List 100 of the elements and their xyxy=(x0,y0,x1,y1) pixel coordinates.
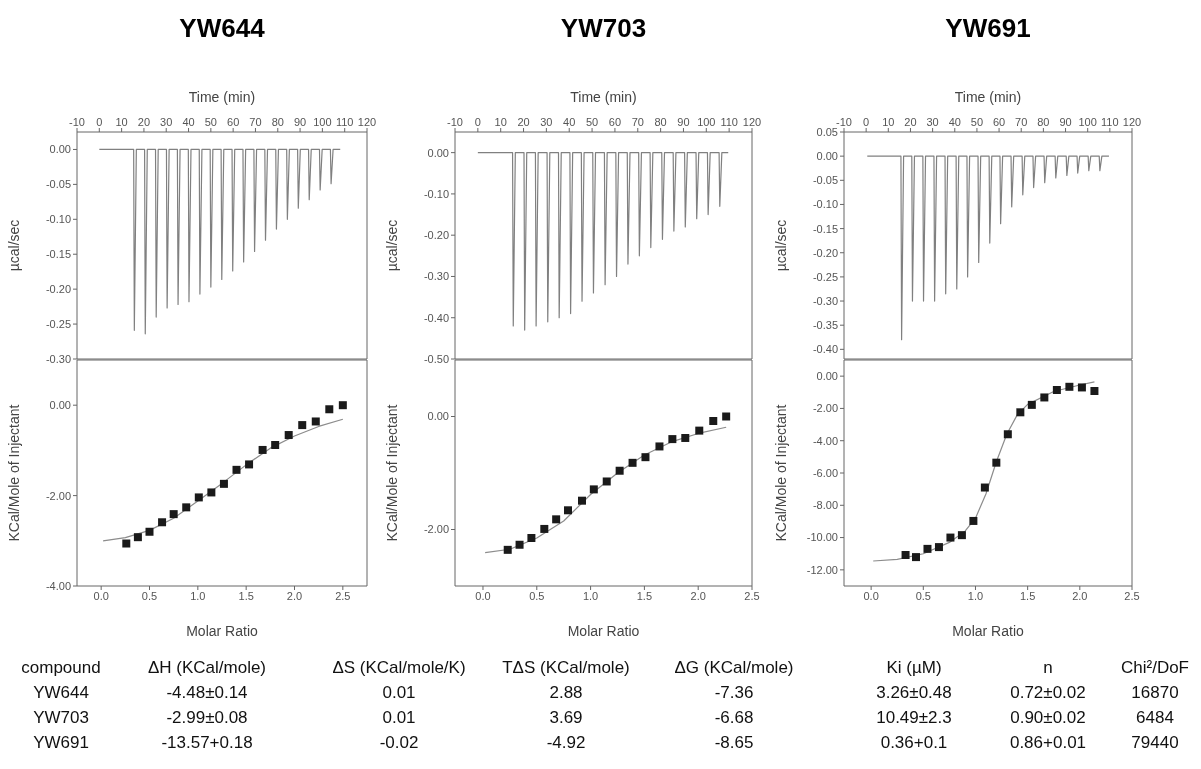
point xyxy=(722,412,731,421)
point xyxy=(615,466,624,475)
point xyxy=(1016,408,1025,417)
point xyxy=(207,488,216,497)
x-tick-label: 60 xyxy=(227,116,240,128)
text: YW703 xyxy=(32,708,90,728)
x-axis-title: Molar Ratio xyxy=(952,623,1024,639)
y-tick-label: 0.00 xyxy=(427,146,449,159)
text: YW644 xyxy=(32,683,90,703)
x-tick-label: 20 xyxy=(904,116,917,128)
x-tick-label: 1.5 xyxy=(238,589,254,602)
x-tick-label: 120 xyxy=(357,116,377,128)
point xyxy=(194,493,203,502)
y-tick-label: -2.00 xyxy=(45,489,71,502)
y-tick-label: -0.30 xyxy=(423,270,449,283)
x-tick-label: -10 xyxy=(447,116,463,128)
text: 0.72±0.02 xyxy=(1010,683,1086,702)
text: -0.02 xyxy=(378,733,420,753)
point xyxy=(1065,382,1074,391)
y-tick-label: 0.00 xyxy=(816,370,838,383)
point xyxy=(311,417,320,426)
x-tick-label: 50 xyxy=(204,116,217,128)
x-tick-label: 1.0 xyxy=(190,589,206,602)
y-tick-label: -0.40 xyxy=(423,311,449,324)
point xyxy=(969,516,978,525)
x-tick-label: -10 xyxy=(69,116,85,128)
x-tick-label: 30 xyxy=(160,116,173,128)
text: 6484 xyxy=(1135,708,1175,728)
x-tick-label: 110 xyxy=(720,116,738,128)
point xyxy=(1077,383,1086,392)
line-series xyxy=(872,381,1096,562)
x-tick-label: 120 xyxy=(1122,116,1142,128)
text: -4.48±0.14 xyxy=(165,683,249,703)
point xyxy=(641,453,650,462)
x-tick-label: 0.0 xyxy=(863,589,879,602)
x-tick-label: 0 xyxy=(96,116,103,128)
text: 2.88 xyxy=(548,683,584,703)
point xyxy=(1040,393,1049,402)
y-tick-label: -0.10 xyxy=(45,213,71,226)
text: -13.57+0.18 xyxy=(160,733,254,753)
y-tick-label: -8.00 xyxy=(812,499,838,512)
text: 10.49±2.3 xyxy=(875,708,953,728)
x-tick-label: 10 xyxy=(115,116,128,128)
point xyxy=(298,421,307,430)
point xyxy=(245,460,254,469)
y-tick-label: -0.25 xyxy=(45,317,71,330)
y-tick-label: -0.10 xyxy=(423,187,449,200)
line-series xyxy=(866,155,1110,341)
x-axis-title: Time (min) xyxy=(570,88,637,105)
y-tick-label: -4.00 xyxy=(45,579,71,592)
point xyxy=(912,553,920,562)
point xyxy=(284,431,293,440)
point xyxy=(1090,386,1099,395)
x-tick-label: 110 xyxy=(335,116,354,128)
point xyxy=(503,545,512,554)
point xyxy=(338,401,347,410)
point xyxy=(946,533,955,542)
y-axis-title: KCal/Mole of Injectant xyxy=(383,404,400,542)
text: 0.36+0.1 xyxy=(879,733,949,753)
point xyxy=(655,442,664,451)
point xyxy=(271,440,280,449)
text: 3.69 xyxy=(548,708,584,728)
chart-title: YW703 xyxy=(559,12,648,45)
x-tick-label: 40 xyxy=(563,116,576,128)
x-tick-label: 1.5 xyxy=(1020,589,1036,602)
point xyxy=(577,496,586,505)
y-axis-title: KCal/Mole of Injectant xyxy=(772,404,789,542)
x-axis-title: Time (min) xyxy=(954,88,1022,105)
point xyxy=(602,477,611,486)
point xyxy=(709,417,718,426)
x-tick-label: 100 xyxy=(1078,116,1097,128)
category-label: compound xyxy=(20,658,102,678)
y-tick-label: -0.30 xyxy=(45,352,71,365)
y-tick-label: -0.15 xyxy=(45,248,71,261)
text: 0.01 xyxy=(381,683,417,703)
x-tick-label: 10 xyxy=(882,116,895,128)
x-tick-label: 50 xyxy=(970,116,984,128)
x-tick-label: 110 xyxy=(1101,116,1119,128)
x-tick-label: 2.5 xyxy=(335,589,351,602)
point xyxy=(540,524,549,533)
y-tick-label: -10.00 xyxy=(806,531,838,544)
category-label: ΔH (KCal/mole) xyxy=(146,658,268,678)
x-tick-label: 80 xyxy=(1037,116,1050,128)
text: -2.99±0.08 xyxy=(165,708,249,728)
y-tick-label: -6.00 xyxy=(812,466,838,479)
point xyxy=(1027,400,1036,409)
point xyxy=(219,479,228,488)
y-tick-label: -0.10 xyxy=(812,198,838,211)
point xyxy=(901,551,910,560)
point xyxy=(923,544,932,553)
x-tick-label: 80 xyxy=(654,116,667,128)
y-tick-label: -2.00 xyxy=(812,402,838,415)
category-label: TΔS (KCal/mole) xyxy=(501,658,631,678)
x-tick-label: 0 xyxy=(863,116,870,128)
point xyxy=(980,483,989,492)
y-tick-label: -0.20 xyxy=(423,229,449,242)
point xyxy=(563,506,572,515)
y-tick-label: 0.00 xyxy=(49,399,71,412)
x-tick-label: 2.0 xyxy=(1072,589,1088,602)
x-tick-label: 90 xyxy=(293,116,307,128)
